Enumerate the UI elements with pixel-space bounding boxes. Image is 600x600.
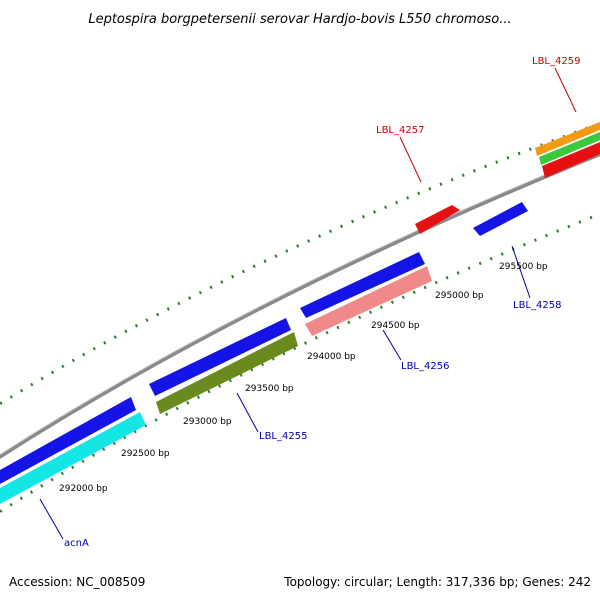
sequence-backbone-highlight <box>0 151 600 456</box>
cyan-gene-acna <box>0 412 146 504</box>
gene-label-lbl4256: LBL_4256 <box>401 361 449 372</box>
gene-label-acna: acnA <box>64 538 89 549</box>
tick-label-292000: 292000 bp <box>59 484 108 494</box>
summary-text: Topology: circular; Length: 317,336 bp; … <box>283 575 591 589</box>
accession-text: Accession: NC_008509 <box>9 575 145 589</box>
tick-label-292500: 292500 bp <box>121 449 170 459</box>
leader-lbl4258 <box>511 245 531 299</box>
tick-label-294000: 294000 bp <box>307 352 356 362</box>
blue-gene-mid-right <box>300 252 425 318</box>
leader-lbl4259 <box>554 67 577 113</box>
tick-label-293000: 293000 bp <box>183 417 232 427</box>
blue-gene-lbl4258 <box>473 202 528 236</box>
blue-gene-lower-left <box>0 397 136 484</box>
gene-label-lbl4257: LBL_4257 <box>376 125 424 136</box>
leader-lbl4257 <box>399 136 422 183</box>
green-gene <box>539 132 600 165</box>
gene-label-lbl4258: LBL_4258 <box>513 300 561 311</box>
tick-label-293500: 293500 bp <box>245 384 294 394</box>
leader-lbl4255 <box>236 392 259 433</box>
tick-label-295000: 295000 bp <box>435 291 484 301</box>
leader-acna <box>39 498 64 540</box>
map-title: Leptospira borgpetersenii serovar Hardjo… <box>88 12 511 27</box>
red-gene-lbl4257 <box>415 205 460 234</box>
orange-gene <box>535 122 600 156</box>
sequence-backbone <box>0 151 600 459</box>
tick-label-295500: 295500 bp <box>499 262 548 272</box>
olive-gene-lbl4255 <box>156 332 298 414</box>
blue-gene-mid-left <box>149 318 291 396</box>
gene-label-lbl4259: LBL_4259 <box>532 56 580 67</box>
tick-label-294500: 294500 bp <box>371 321 420 331</box>
red-gene-top-right <box>542 142 600 178</box>
gene-label-lbl4255: LBL_4255 <box>259 431 307 442</box>
leader-lbl4256 <box>382 329 402 361</box>
inner-tick-track <box>0 212 600 514</box>
pink-gene-lbl4256 <box>305 266 432 336</box>
